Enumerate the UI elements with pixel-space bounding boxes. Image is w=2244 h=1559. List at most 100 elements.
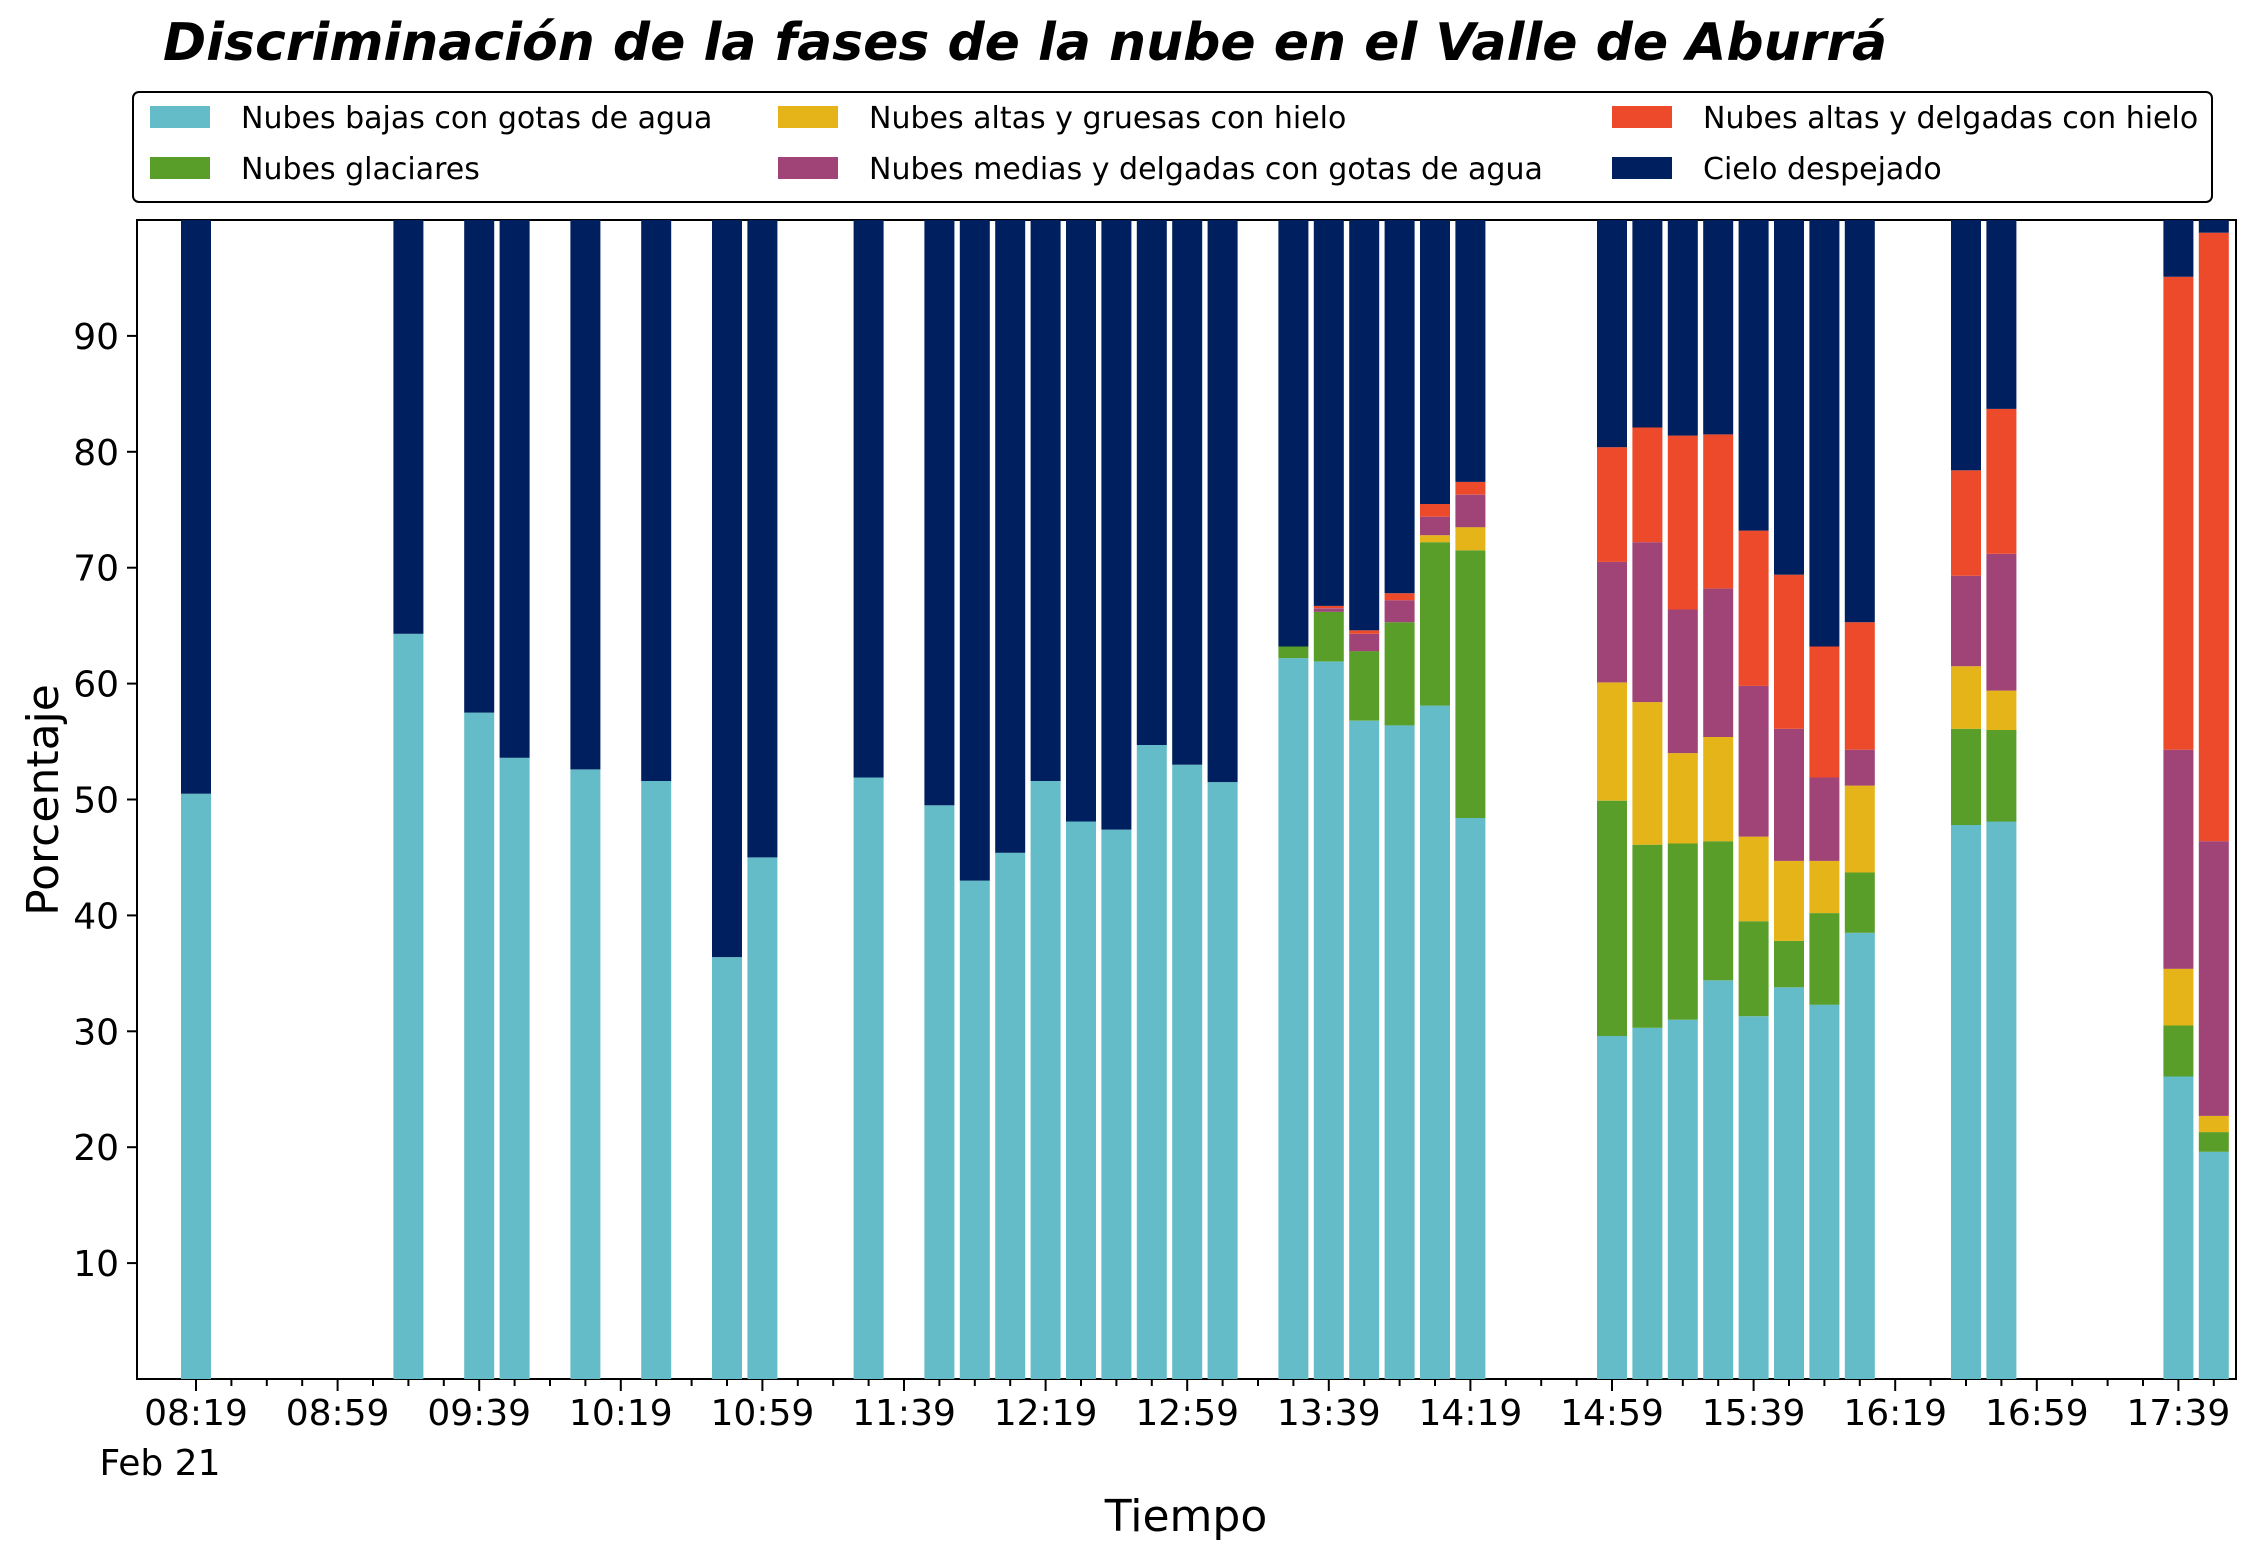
bar-segment <box>1986 220 2017 409</box>
bar-segment <box>1597 447 1627 562</box>
x-tick-label: 15:39 <box>1702 1393 1806 1434</box>
y-tick-label: 20 <box>73 1128 119 1169</box>
bar-segment <box>2163 749 2194 969</box>
bar-segment <box>1455 527 1486 551</box>
bar-segment <box>1030 781 1061 1379</box>
bar-segment <box>1774 987 1804 1379</box>
bar-segment <box>1066 220 1096 822</box>
bar-segment <box>1313 608 1344 612</box>
bar-segment <box>1809 913 1840 1005</box>
bar-segment <box>2198 841 2229 1116</box>
legend-label: Nubes medias y delgadas con gotas de agu… <box>869 152 1543 187</box>
bar-segment <box>2163 968 2194 1026</box>
bar-segment <box>1986 730 2017 822</box>
legend-label: Nubes altas y gruesas con hielo <box>869 101 1346 136</box>
bar-segment <box>1667 843 1698 1020</box>
bar-segment <box>1455 481 1486 495</box>
bar-segment <box>1986 408 2017 554</box>
bar-segment <box>181 220 211 794</box>
bar-segment <box>2198 1115 2229 1133</box>
bar-segment <box>853 777 884 1379</box>
bar-segment <box>1455 220 1486 482</box>
x-tick-label: 10:59 <box>711 1393 815 1434</box>
bar-segment <box>712 957 742 1379</box>
y-tick-label: 30 <box>73 1012 119 1053</box>
bar-segment <box>1384 220 1415 594</box>
bar-segment <box>1667 1019 1698 1379</box>
x-tick-label: 16:19 <box>1843 1393 1947 1434</box>
x-axis-label: Tiempo <box>1104 1491 1268 1542</box>
bar-segment <box>1597 1035 1627 1379</box>
y-axis: 10 20 30 40 50 60 70 80 90 <box>73 317 137 1285</box>
bar-segment <box>1384 593 1415 601</box>
bar-segment <box>1667 220 1698 436</box>
bar-segment <box>1774 940 1804 988</box>
bar-segment <box>747 220 778 858</box>
bar-segment <box>1703 220 1734 435</box>
legend-label: Nubes glaciares <box>241 152 480 187</box>
legend-label: Nubes bajas con gotas de agua <box>241 101 712 136</box>
bar-segment <box>1349 630 1380 634</box>
bar-segment <box>1597 561 1627 683</box>
bar-segment <box>1455 494 1486 528</box>
bar-segment <box>1313 220 1344 606</box>
bar-segment <box>1844 785 1875 873</box>
bar-segment <box>1951 220 1981 471</box>
bar-segment <box>1349 720 1380 1379</box>
y-tick-label: 40 <box>73 896 119 937</box>
legend-swatch <box>1612 157 1672 179</box>
legend-frame <box>132 91 2213 203</box>
legend: Nubes bajas con gotas de agua Nubes altas… <box>132 91 2213 203</box>
bar-segment <box>712 220 742 958</box>
bar-segment <box>1809 646 1840 778</box>
bar-segment <box>499 220 530 758</box>
bar-segment <box>1738 530 1769 686</box>
legend-label: Cielo despejado <box>1703 152 1942 187</box>
bar-segment <box>1667 753 1698 844</box>
bar-segment <box>1986 690 2017 730</box>
bar-segment <box>641 781 672 1379</box>
bar-segment <box>1597 800 1627 1036</box>
bar-segment <box>1030 220 1061 781</box>
bar-segment <box>959 880 990 1379</box>
bar-segment <box>1384 600 1415 623</box>
bar-segment <box>1809 860 1840 914</box>
bar-segment <box>1951 470 1981 576</box>
bar-segment <box>570 769 601 1379</box>
bar-segment <box>1738 685 1769 837</box>
bar-segment <box>1951 825 1981 1379</box>
x-tick-label: 08:19 <box>144 1393 248 1434</box>
bar-segment <box>2163 276 2194 750</box>
bar-segment <box>1136 745 1167 1379</box>
bar-segment <box>1703 736 1734 842</box>
bar-segment <box>1738 220 1769 531</box>
bar-segment <box>1384 725 1415 1379</box>
bar-segment <box>1738 921 1769 1017</box>
bar-segment <box>464 712 495 1379</box>
bar-segment <box>641 220 672 781</box>
bar-segment <box>1597 682 1627 801</box>
bar-segment <box>1278 658 1309 1379</box>
bar-segment <box>1738 836 1769 922</box>
bar-segment <box>1066 821 1096 1379</box>
bar-segment <box>1844 872 1875 933</box>
x-tick-label: 12:19 <box>994 1393 1098 1434</box>
bar-segment <box>959 220 990 881</box>
bar-segment <box>2198 1132 2229 1152</box>
bar-segment <box>995 220 1026 853</box>
x-axis: Feb 21 08:19 08:59 09:39 10:19 10:59 11:39 12:… <box>100 1379 2230 1484</box>
bar-segment <box>924 220 955 806</box>
legend-swatch <box>778 157 838 179</box>
bar-segment <box>1703 588 1734 737</box>
x-tick-label: 12:59 <box>1135 1393 1239 1434</box>
bar-segment <box>1420 516 1450 536</box>
bar-segment <box>1313 605 1344 609</box>
x-date-label: Feb 21 <box>100 1443 221 1484</box>
y-axis-label: Porcentaje <box>18 684 69 916</box>
bar-segment <box>1101 220 1132 830</box>
bar-segment <box>1349 651 1380 721</box>
bar-segment <box>2163 1025 2194 1077</box>
bar-segment <box>393 220 424 634</box>
bar-segment <box>2163 1076 2194 1379</box>
